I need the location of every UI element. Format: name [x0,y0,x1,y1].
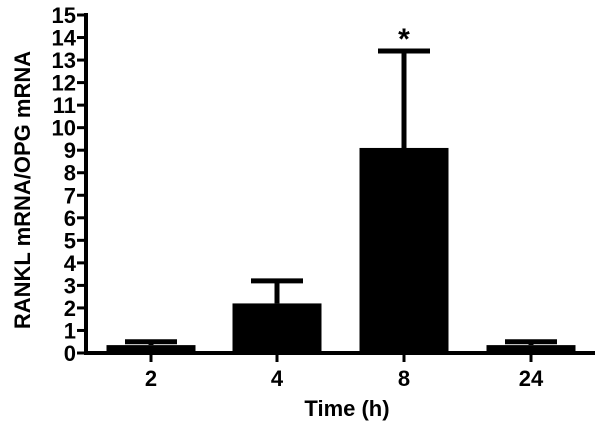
y-tick-label: 12 [52,71,76,96]
y-tick-label: 5 [64,228,76,253]
y-tick-label: 3 [64,273,76,298]
x-axis: 2 4 8 24 [84,351,595,391]
y-tick-label: 4 [64,251,77,276]
y-tick-label: 13 [52,48,76,73]
y-tick-label: 2 [64,296,76,321]
x-tick-label: 2 [145,366,157,391]
bar-2 [106,345,196,353]
x-axis-title: Time (h) [304,396,389,421]
x-tick-label: 8 [398,366,410,391]
x-tick-label: 4 [271,366,284,391]
bar-8 [359,147,449,353]
x-tick-label: 24 [519,366,544,391]
y-tick-label: 0 [64,341,76,366]
annotations-group: * [398,23,410,56]
y-tick-label: 1 [64,318,76,343]
y-tick-label: 11 [53,93,76,118]
y-tick-label: 7 [64,183,76,208]
y-tick-label: 15 [52,3,76,28]
significance-asterisk: * [398,23,410,56]
y-tick-label: 14 [52,26,77,51]
y-tick-label: 6 [64,206,76,231]
bar-24 [486,345,576,353]
error-bars-group [125,48,557,346]
bars-group [106,147,576,353]
bar-4 [232,303,322,353]
y-tick-label: 9 [64,138,76,163]
y-axis-title: RANKL mRNA/OPG mRNA [10,51,35,329]
y-tick-label: 8 [64,161,76,186]
y-tick-label: 10 [52,116,76,141]
